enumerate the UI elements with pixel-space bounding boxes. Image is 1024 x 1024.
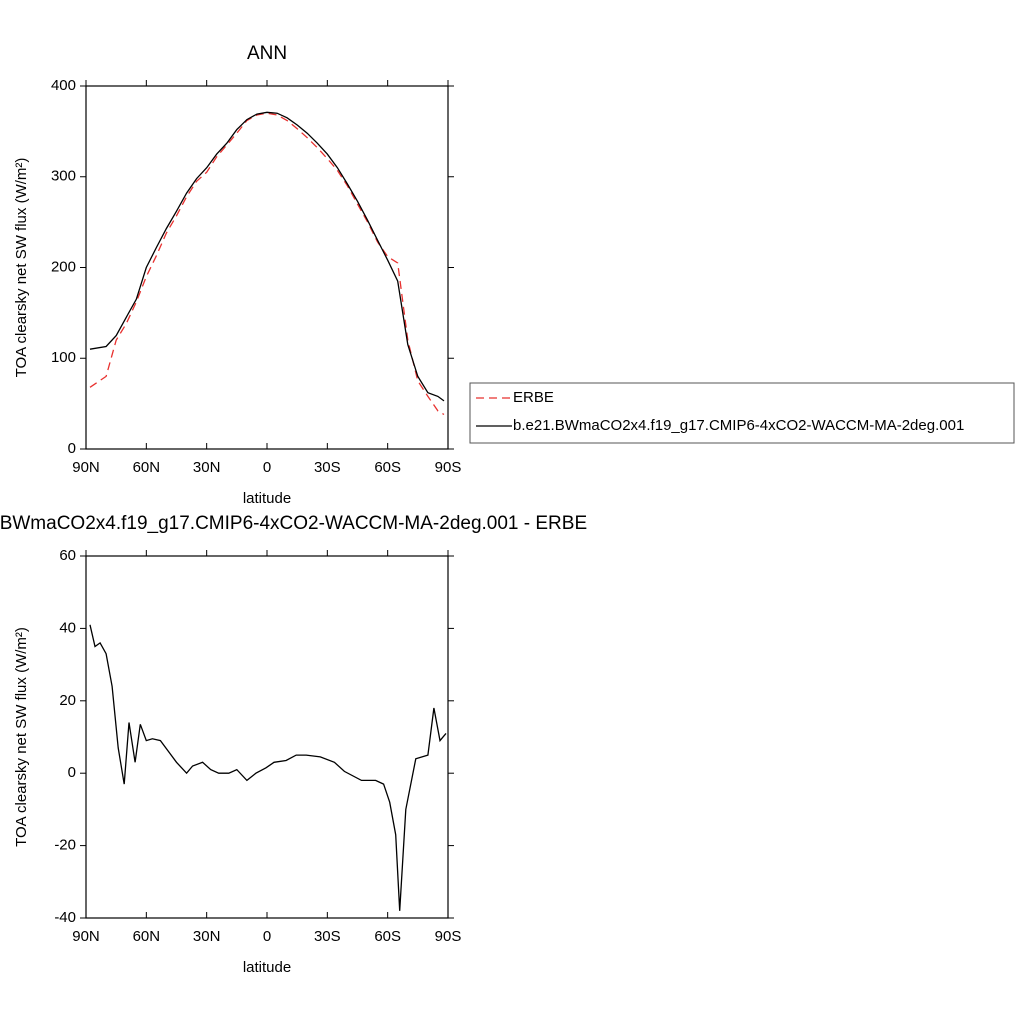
chart-title: b.e21.BWmaCO2x4.f19_g17.CMIP6-4xCO2-WACC… xyxy=(0,513,587,534)
x-tick-label: 90S xyxy=(435,459,462,476)
y-tick-label: 60 xyxy=(59,547,76,564)
x-tick-label: 90S xyxy=(435,928,462,945)
x-tick-label: 90N xyxy=(72,928,100,945)
x-tick-label: 30S xyxy=(314,459,341,476)
x-tick-label: 30S xyxy=(314,928,341,945)
y-tick-label: -40 xyxy=(54,909,76,926)
y-tick-label: 200 xyxy=(51,258,76,275)
x-tick-label: 60N xyxy=(133,459,161,476)
plot-frame xyxy=(85,555,449,919)
x-tick-label: 30N xyxy=(193,928,221,945)
x-tick-label: 0 xyxy=(263,459,271,476)
y-tick-label: 20 xyxy=(59,692,76,709)
y-tick-label: 300 xyxy=(51,168,76,185)
x-tick-label: 60S xyxy=(374,928,401,945)
y-tick-label: 40 xyxy=(59,619,76,636)
x-tick-label: 90N xyxy=(72,459,100,476)
x-tick-label: 0 xyxy=(263,928,271,945)
y-tick-label: 0 xyxy=(68,764,76,781)
x-tick-label: 30N xyxy=(193,459,221,476)
x-axis-label: latitude xyxy=(243,490,291,507)
y-tick-label: -20 xyxy=(54,837,76,854)
data-line xyxy=(89,112,445,416)
y-tick-label: 100 xyxy=(51,349,76,366)
x-axis-label: latitude xyxy=(243,959,291,976)
data-line xyxy=(89,624,447,911)
legend-box xyxy=(469,382,1015,444)
y-axis-label: TOA clearsky net SW flux (W/m²) xyxy=(13,158,30,378)
x-tick-label: 60S xyxy=(374,459,401,476)
chart-title: ANN xyxy=(247,43,287,64)
y-tick-label: 400 xyxy=(51,77,76,94)
data-line xyxy=(89,111,445,402)
y-tick-label: 0 xyxy=(68,440,76,457)
legend-label: b.e21.BWmaCO2x4.f19_g17.CMIP6-4xCO2-WACC… xyxy=(513,417,964,434)
legend-label: ERBE xyxy=(513,389,554,406)
x-tick-label: 60N xyxy=(133,928,161,945)
plot-frame xyxy=(85,85,449,450)
y-axis-label: TOA clearsky net SW flux (W/m²) xyxy=(13,627,30,847)
